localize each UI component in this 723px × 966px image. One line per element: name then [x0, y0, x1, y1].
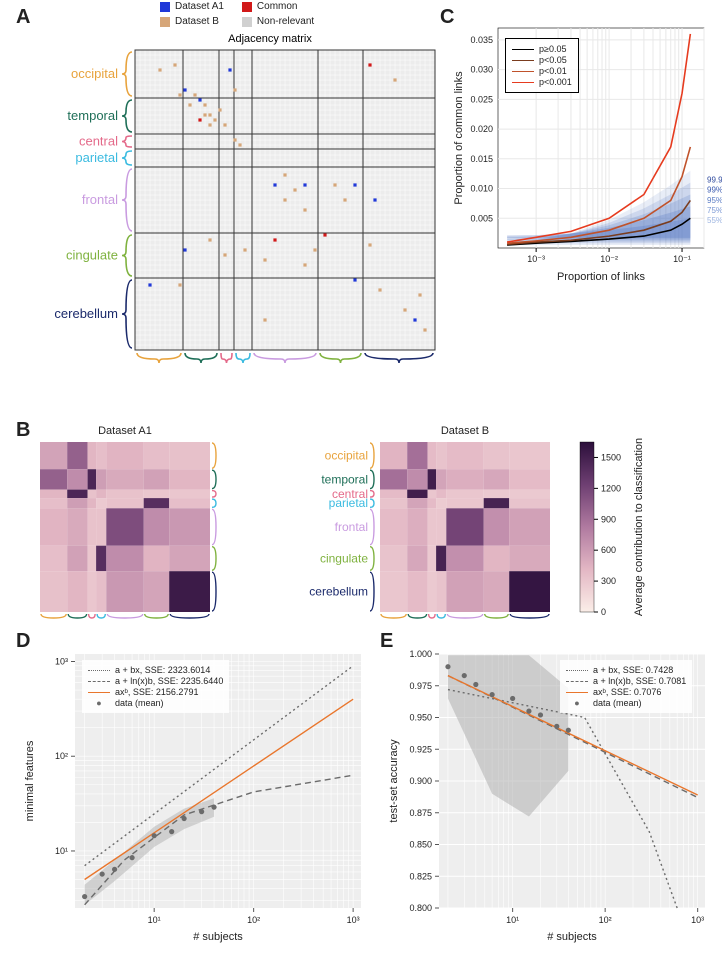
- svg-text:1200: 1200: [601, 483, 621, 493]
- legend-common: Common: [257, 1, 298, 12]
- svg-text:0.030: 0.030: [470, 65, 493, 75]
- svg-text:1500: 1500: [601, 452, 621, 462]
- svg-text:parietal: parietal: [329, 496, 368, 510]
- svg-text:10³: 10³: [691, 915, 704, 925]
- c-leg-0: p≥0.05: [539, 44, 566, 54]
- d-leg-3: data (mean): [115, 698, 164, 708]
- svg-text:minimal features: minimal features: [24, 740, 36, 821]
- svg-text:0.010: 0.010: [470, 184, 493, 194]
- c-leg-2: p<0.01: [539, 66, 567, 76]
- e-leg-2: axᵇ, SSE: 0.7076: [593, 687, 661, 697]
- svg-text:occipital: occipital: [71, 66, 118, 81]
- svg-text:600: 600: [601, 545, 616, 555]
- c-leg-3: p<0.001: [539, 77, 572, 87]
- svg-text:10⁻¹: 10⁻¹: [673, 254, 691, 264]
- c-leg-1: p<0.05: [539, 55, 567, 65]
- svg-text:cingulate: cingulate: [320, 551, 368, 565]
- svg-text:0.035: 0.035: [470, 35, 493, 45]
- svg-text:0.800: 0.800: [409, 903, 432, 913]
- d-leg-0: a + bx, SSE: 2323.6014: [115, 665, 210, 675]
- svg-text:Proportion of links: Proportion of links: [557, 271, 646, 283]
- svg-text:# subjects: # subjects: [193, 931, 243, 943]
- panel-c-svg: 0.005 0.010 0.015 0.020 0.025 0.030 0.035 10⁻³ 1…: [452, 18, 722, 308]
- svg-text:Proportion of common links: Proportion of common links: [453, 71, 465, 205]
- svg-text:frontal: frontal: [82, 192, 118, 207]
- svg-text:0.005: 0.005: [470, 213, 493, 223]
- svg-text:0.850: 0.850: [409, 840, 432, 850]
- svg-text:Dataset B: Dataset B: [441, 425, 489, 437]
- svg-text:# subjects: # subjects: [547, 931, 597, 943]
- svg-text:cerebellum: cerebellum: [54, 306, 118, 321]
- svg-text:0.975: 0.975: [409, 681, 432, 691]
- svg-text:10²: 10²: [55, 751, 68, 761]
- svg-text:0.025: 0.025: [470, 94, 493, 104]
- svg-text:cingulate: cingulate: [66, 248, 118, 263]
- svg-text:55%: 55%: [707, 216, 722, 225]
- svg-text:Average contribution to classi: Average contribution to classification: [633, 438, 645, 616]
- svg-text:0.015: 0.015: [470, 154, 493, 164]
- svg-text:temporal: temporal: [67, 108, 118, 123]
- svg-text:300: 300: [601, 576, 616, 586]
- panel-a-svg: Adjacency matrix occipital temporal centra…: [20, 22, 460, 432]
- e-leg-0: a + bx, SSE: 0.7428: [593, 665, 673, 675]
- svg-text:central: central: [79, 134, 118, 149]
- svg-text:1.000: 1.000: [409, 649, 432, 659]
- e-leg-3: data (mean): [593, 698, 642, 708]
- svg-text:10²: 10²: [599, 915, 612, 925]
- svg-text:occipital: occipital: [325, 449, 368, 463]
- svg-text:10¹: 10¹: [55, 846, 68, 856]
- e-leg-1: a + ln(x)b, SSE: 0.7081: [593, 676, 686, 686]
- svg-text:0.875: 0.875: [409, 808, 432, 818]
- svg-text:10¹: 10¹: [148, 915, 161, 925]
- d-leg-2: axᵇ, SSE: 2156.2791: [115, 687, 198, 697]
- svg-text:temporal: temporal: [321, 472, 368, 486]
- panel-c-legend: p≥0.05 p<0.05 p<0.01 p<0.001: [505, 38, 579, 93]
- svg-text:0: 0: [601, 607, 606, 617]
- panel-d-legend: a + bx, SSE: 2323.6014 a + ln(x)b, SSE: …: [82, 660, 229, 713]
- svg-text:cerebellum: cerebellum: [309, 585, 368, 599]
- svg-text:frontal: frontal: [335, 520, 368, 534]
- svg-text:75%: 75%: [707, 206, 722, 215]
- panel-b-svg: Dataset A1Dataset Boccipitaltemporalcent…: [0, 420, 723, 635]
- panel-a-title: Adjacency matrix: [228, 33, 312, 45]
- svg-text:Dataset A1: Dataset A1: [98, 425, 152, 437]
- svg-text:test-set accuracy: test-set accuracy: [388, 739, 400, 823]
- svg-text:10⁻³: 10⁻³: [527, 254, 545, 264]
- svg-text:10³: 10³: [347, 915, 360, 925]
- svg-text:95%: 95%: [707, 196, 722, 205]
- svg-text:parietal: parietal: [75, 150, 118, 165]
- svg-text:900: 900: [601, 514, 616, 524]
- svg-text:10¹: 10¹: [506, 915, 519, 925]
- d-leg-1: a + ln(x)b, SSE: 2235.6440: [115, 676, 223, 686]
- svg-text:0.925: 0.925: [409, 744, 432, 754]
- svg-text:0.020: 0.020: [470, 124, 493, 134]
- svg-text:10²: 10²: [247, 915, 260, 925]
- svg-text:0.900: 0.900: [409, 776, 432, 786]
- svg-text:10⁻²: 10⁻²: [600, 254, 618, 264]
- panel-e-legend: a + bx, SSE: 0.7428 a + ln(x)b, SSE: 0.7…: [560, 660, 692, 713]
- svg-text:99.9%: 99.9%: [707, 176, 722, 185]
- svg-text:0.950: 0.950: [409, 713, 432, 723]
- svg-text:99%: 99%: [707, 186, 722, 195]
- svg-text:0.825: 0.825: [409, 871, 432, 881]
- svg-text:10³: 10³: [55, 657, 68, 667]
- legend-a1: Dataset A1: [175, 1, 224, 12]
